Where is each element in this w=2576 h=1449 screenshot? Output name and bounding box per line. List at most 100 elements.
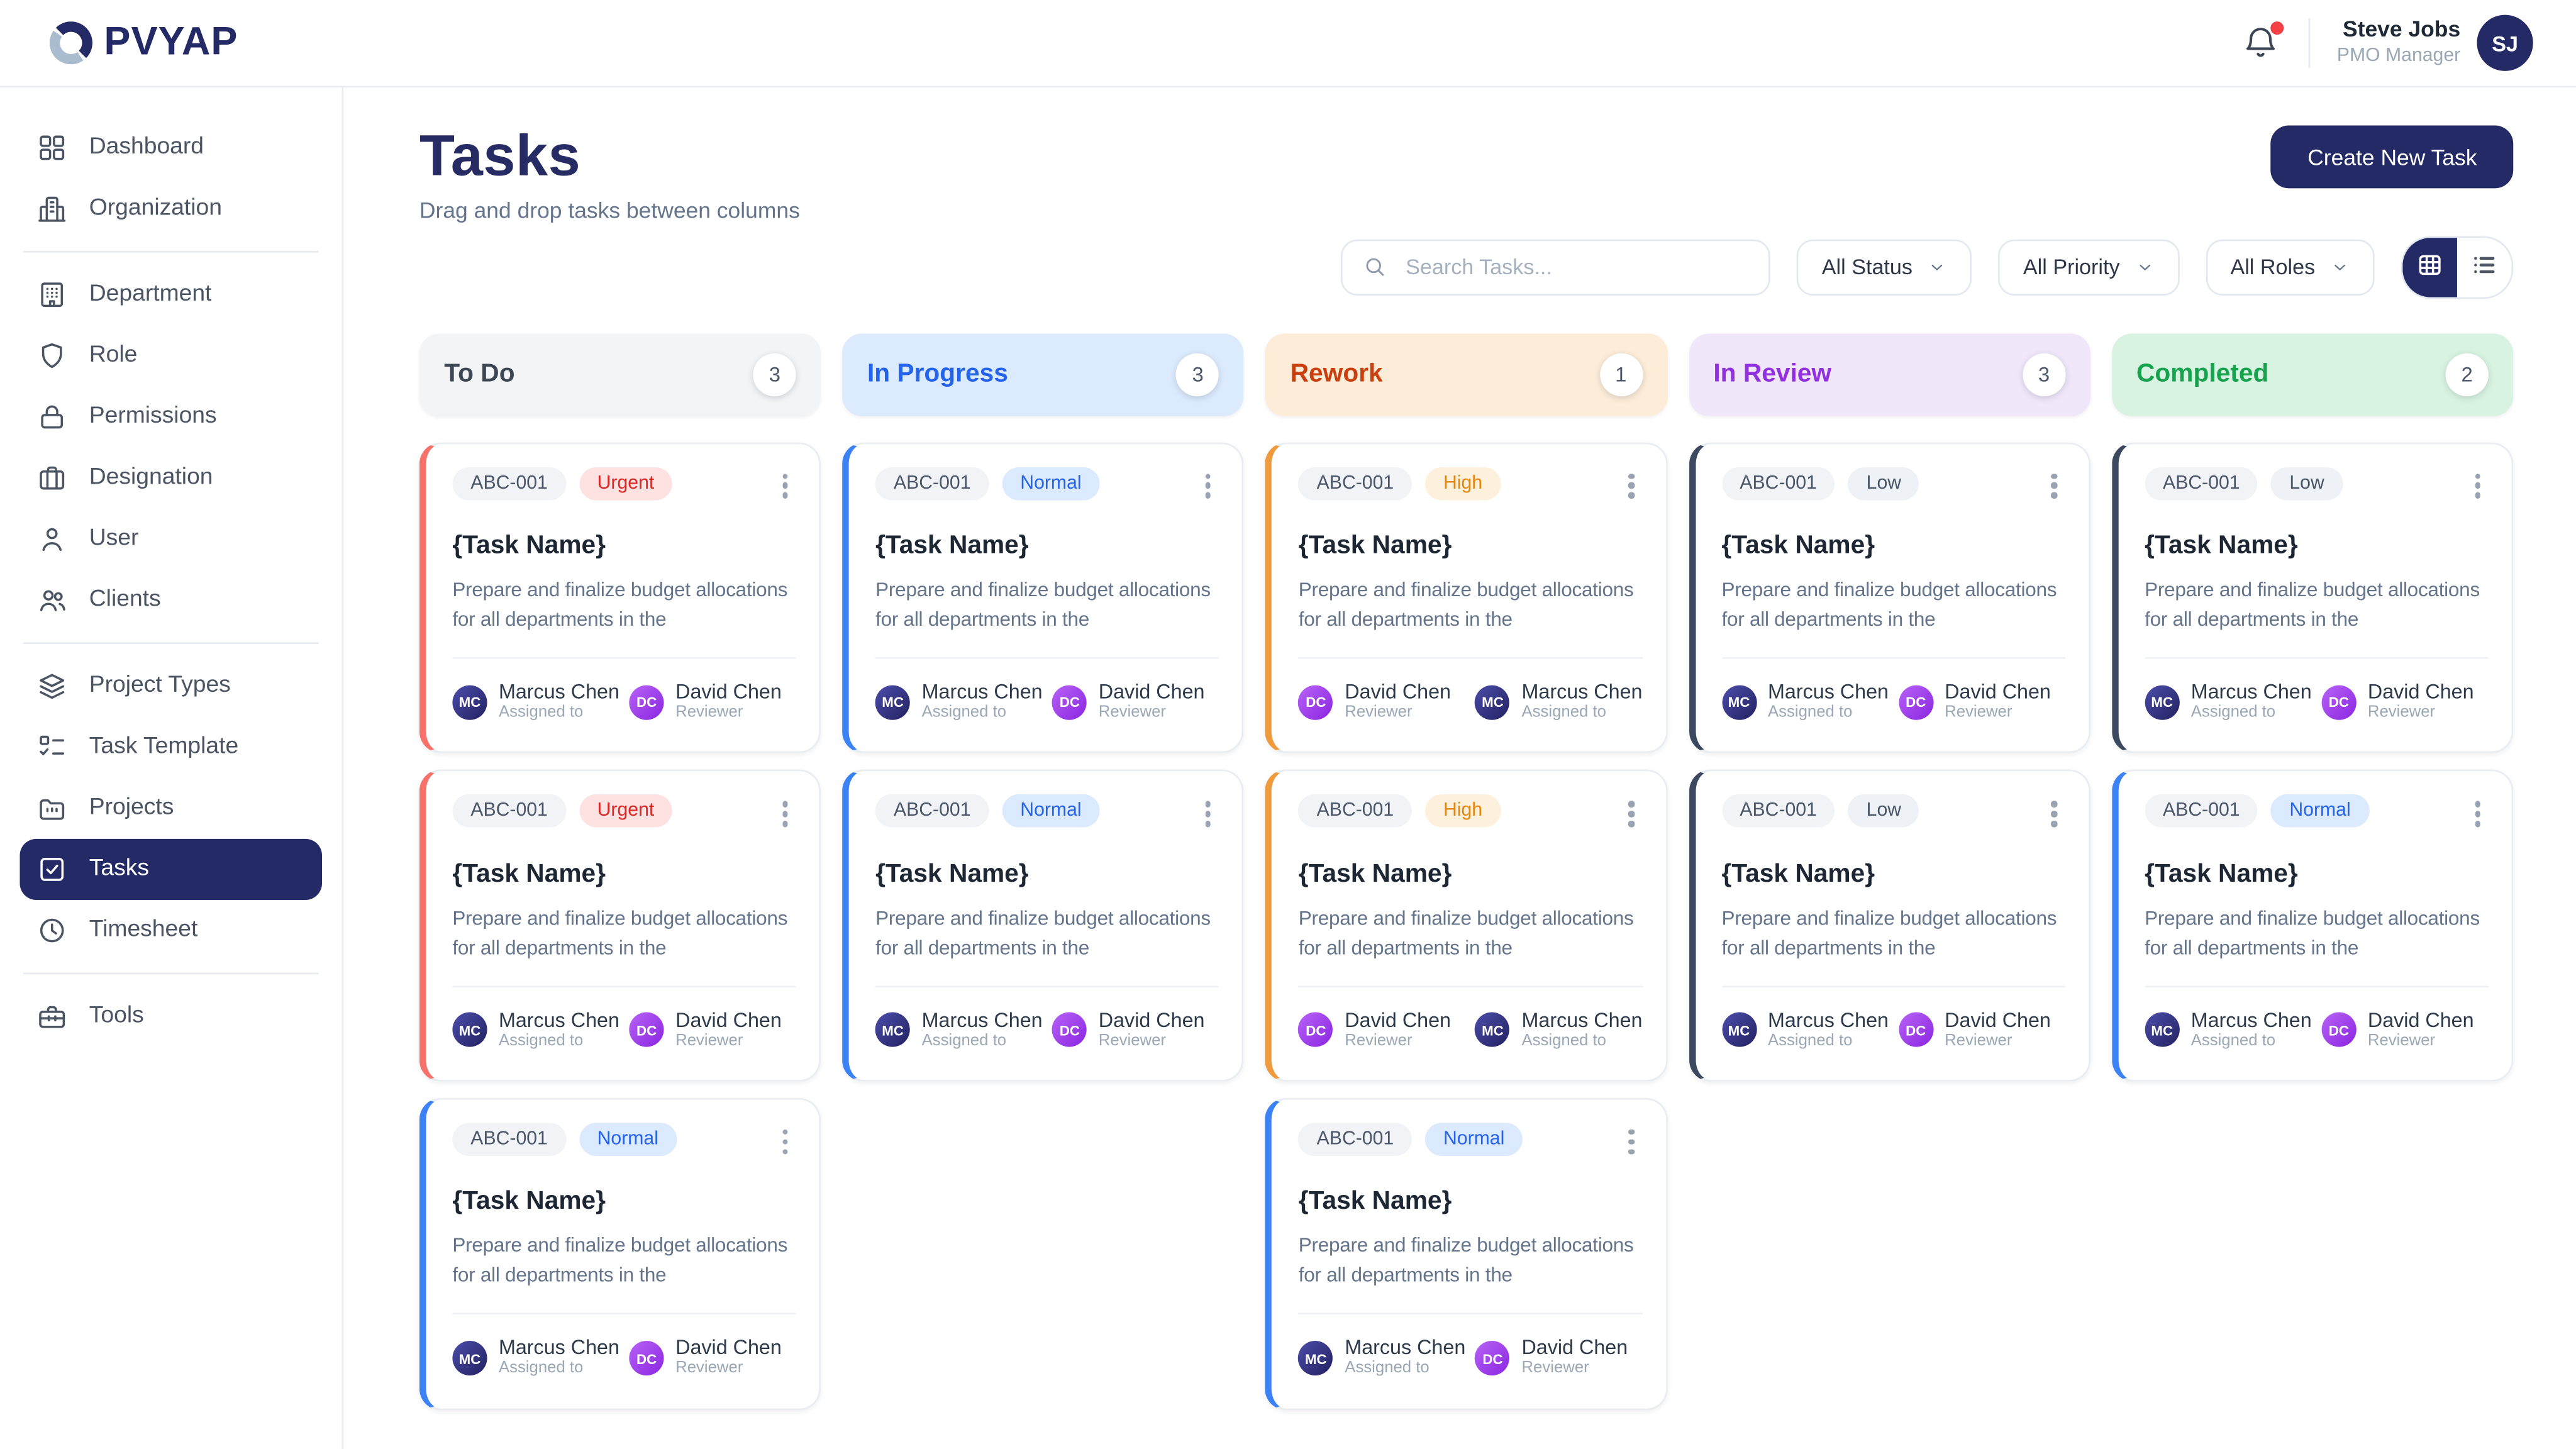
column-count-badge: 3 — [2022, 352, 2066, 396]
person-role: Assigned to — [498, 703, 584, 722]
person-text: Marcus Chen Assigned to — [2191, 1008, 2312, 1052]
sidebar-item-projects[interactable]: Projects — [20, 778, 322, 839]
task-card[interactable]: ABC-001 Normal {Task Name} Prepare and fina… — [419, 1097, 821, 1410]
sidebar-item-label: Designation — [89, 464, 213, 491]
task-card[interactable]: ABC-001 Normal {Task Name} Prepare and fina… — [1265, 1097, 1667, 1410]
create-new-task-button[interactable]: Create New Task — [2271, 125, 2514, 189]
kebab-menu-icon[interactable] — [774, 795, 796, 833]
kebab-menu-icon[interactable] — [2467, 795, 2489, 833]
sidebar-item-tools[interactable]: Tools — [20, 986, 322, 1047]
sidebar-item-permissions[interactable]: Permissions — [20, 386, 322, 447]
person-text: Marcus Chen Assigned to — [1521, 1008, 1642, 1052]
grid-view-button[interactable] — [2402, 236, 2457, 297]
filter-all-roles[interactable]: All Roles — [2206, 238, 2375, 295]
kebab-menu-icon[interactable] — [1620, 795, 1642, 833]
task-description: Prepare and finalize budget allocations … — [875, 906, 1211, 959]
sidebar-item-designation[interactable]: Designation — [20, 448, 322, 509]
task-card[interactable]: ABC-001 Low {Task Name} Prepare and finaliz… — [2111, 441, 2514, 753]
task-title: {Task Name} — [1721, 531, 1875, 560]
kebab-menu-icon[interactable] — [2467, 467, 2489, 505]
sidebar-item-role[interactable]: Role — [20, 325, 322, 386]
sidebar-item-clients[interactable]: Clients — [20, 570, 322, 631]
layers-icon — [36, 670, 68, 702]
task-card[interactable]: ABC-001 Urgent {Task Name} Prepare and fina… — [419, 770, 821, 1082]
person-name: Marcus Chen — [1521, 680, 1643, 704]
sidebar-item-department[interactable]: Department — [20, 264, 322, 325]
person-avatar: MC — [1721, 684, 1757, 719]
kebab-menu-icon[interactable] — [2043, 795, 2065, 833]
filter-all-status[interactable]: All Status — [1797, 238, 1972, 295]
person-text: Marcus Chen Assigned to — [1768, 1008, 1889, 1052]
task-card[interactable]: ABC-001 Normal {Task Name} Prepare and fina… — [842, 770, 1245, 1082]
kebab-menu-icon[interactable] — [1620, 467, 1642, 505]
person-name: David Chen — [1521, 1336, 1628, 1360]
person-text: Marcus Chen Assigned to — [1345, 1336, 1465, 1380]
task-card[interactable]: ABC-001 High {Task Name} Prepare and finali… — [1265, 770, 1667, 1082]
kebab-menu-icon[interactable] — [1620, 1123, 1642, 1161]
person-name: David Chen — [1345, 1008, 1452, 1031]
kebab-menu-icon[interactable] — [1197, 795, 1219, 833]
task-card[interactable]: ABC-001 Normal {Task Name} Prepare and fina… — [2111, 770, 2514, 1082]
notifications-button[interactable] — [2240, 21, 2284, 64]
kebab-menu-icon[interactable] — [1197, 467, 1219, 505]
person-avatar: MC — [452, 684, 487, 719]
person-name: David Chen — [1098, 680, 1205, 704]
task-card-footer: MC Marcus Chen Assigned to DC David Chen Revi… — [2145, 657, 2489, 724]
person-text: David Chen Reviewer — [1345, 1008, 1451, 1052]
person-role: Reviewer — [1945, 1031, 2012, 1050]
person-assigned-to: MC Marcus Chen Assigned to — [1721, 680, 1889, 723]
sidebar-item-tasks[interactable]: Tasks — [19, 838, 322, 900]
person-role: Reviewer — [1945, 703, 2012, 722]
task-description: Prepare and finalize budget allocations … — [875, 577, 1211, 631]
sidebar-item-organization[interactable]: Organization — [20, 179, 322, 240]
person-assigned-to: MC Marcus Chen Assigned to — [452, 680, 619, 723]
task-card[interactable]: ABC-001 Normal {Task Name} Prepare and fina… — [842, 441, 1245, 753]
column-title: In Review — [1713, 359, 1832, 387]
person-avatar: DC — [1052, 1013, 1087, 1048]
person-role: Assigned to — [498, 1031, 584, 1050]
kebab-menu-icon[interactable] — [2043, 467, 2065, 505]
person-role: Reviewer — [1098, 1031, 1167, 1050]
board-column-to-do: To Do 3 ABC-001 Urgent {Task Name} Prepare an… — [419, 333, 821, 1410]
task-ref-badge: ABC-001 — [875, 466, 989, 500]
avatar[interactable]: SJ — [2477, 14, 2533, 71]
card-top-row: ABC-001 Low — [1721, 466, 2065, 505]
person-avatar: MC — [1475, 684, 1511, 719]
task-card[interactable]: ABC-001 Urgent {Task Name} Prepare and fina… — [419, 441, 821, 753]
task-card[interactable]: ABC-001 High {Task Name} Prepare and finali… — [1265, 441, 1667, 753]
list-view-button[interactable] — [2457, 237, 2512, 297]
task-card[interactable]: ABC-001 Low {Task Name} Prepare and finaliz… — [1688, 770, 2090, 1082]
sidebar-item-user[interactable]: User — [20, 509, 322, 570]
search-input[interactable] — [1402, 252, 1750, 281]
task-title: {Task Name} — [1298, 531, 1452, 560]
person-assigned-to: MC Marcus Chen Assigned to — [2145, 680, 2312, 723]
sidebar-item-task-template[interactable]: Task Template — [20, 717, 322, 778]
person-role: Assigned to — [498, 1360, 584, 1379]
person-name: David Chen — [675, 1008, 782, 1031]
priority-badge: Normal — [2271, 794, 2369, 828]
task-title: {Task Name} — [875, 531, 1029, 560]
person-reviewer: DC David Chen Reviewer — [2321, 1008, 2488, 1052]
task-description: Prepare and finalize budget allocations … — [2145, 906, 2480, 959]
kebab-menu-icon[interactable] — [774, 1123, 796, 1161]
person-avatar: DC — [1898, 684, 1933, 719]
person-reviewer: DC David Chen Reviewer — [2321, 680, 2488, 723]
kebab-menu-icon[interactable] — [774, 467, 796, 505]
brand-logo[interactable]: PVYAP — [49, 20, 238, 67]
task-description: Prepare and finalize budget allocations … — [1721, 577, 2057, 631]
filter-all-priority[interactable]: All Priority — [1998, 238, 2180, 295]
person-role: Assigned to — [1767, 1031, 1853, 1050]
chevron-down-icon — [2135, 257, 2155, 277]
task-ref-badge: ABC-001 — [1721, 466, 1835, 500]
person-text: David Chen Reviewer — [675, 680, 782, 723]
priority-badge: High — [1425, 466, 1501, 500]
person-reviewer: DC David Chen Reviewer — [1052, 680, 1219, 723]
user-menu[interactable]: Steve Jobs PMO Manager SJ — [2337, 14, 2533, 71]
person-reviewer: DC David Chen Reviewer — [1052, 1008, 1219, 1052]
sidebar-item-project-types[interactable]: Project Types — [20, 655, 322, 716]
task-card[interactable]: ABC-001 Low {Task Name} Prepare and finaliz… — [1688, 441, 2090, 753]
sidebar-item-dashboard[interactable]: Dashboard — [20, 117, 322, 178]
task-title: {Task Name} — [452, 531, 606, 560]
sidebar-item-timesheet[interactable]: Timesheet — [20, 900, 322, 961]
person-text: David Chen Reviewer — [1521, 1336, 1628, 1380]
